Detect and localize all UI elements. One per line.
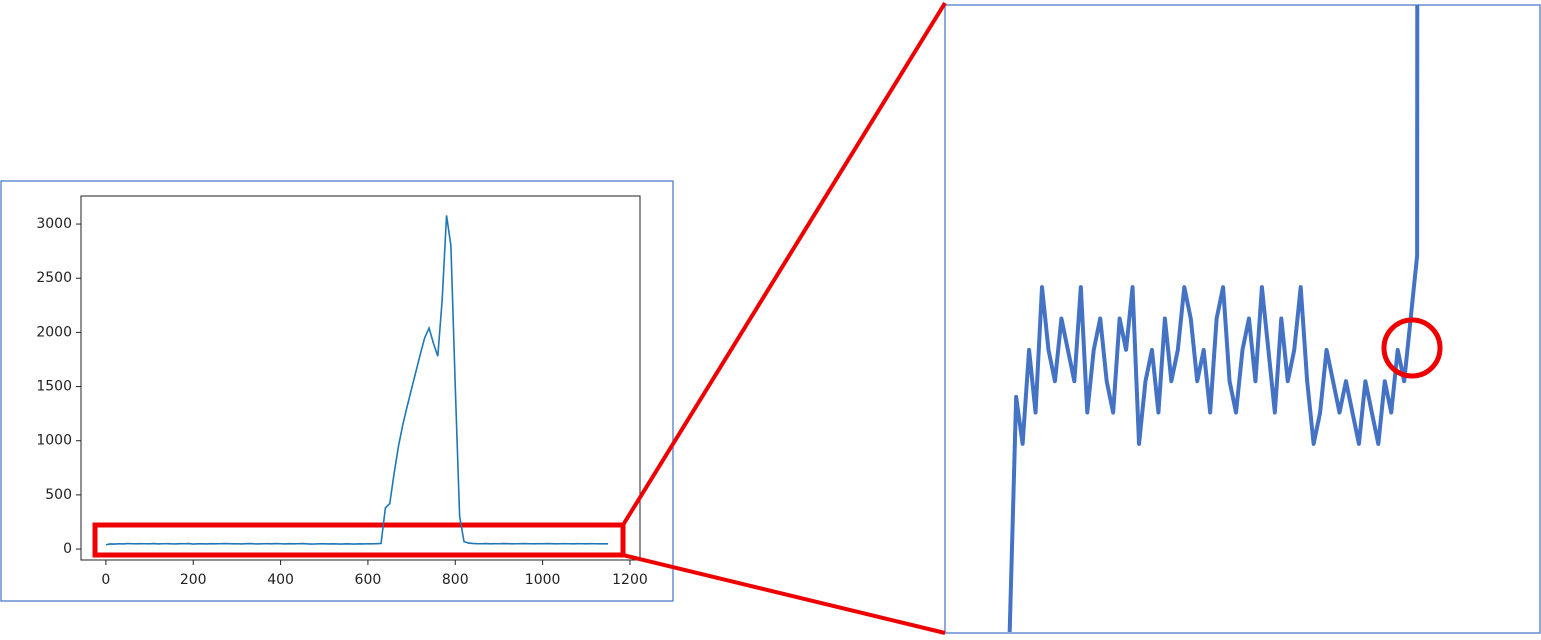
highlight-circle [1381, 317, 1443, 379]
zoom-panel [1007, 5, 1420, 633]
x-tick-label: 800 [442, 572, 469, 588]
x-tick-label: 1000 [525, 572, 561, 588]
y-tick-label: 3000 [36, 216, 72, 232]
y-tick-label: 2000 [36, 324, 72, 340]
x-tick-label: 200 [180, 572, 207, 588]
left-frame [0, 180, 674, 602]
y-tick-label: 0 [63, 541, 72, 557]
x-tick-label: 600 [355, 572, 382, 588]
zoom-frame [944, 4, 1541, 634]
zoom-connector [621, 1, 947, 527]
x-tick-label: 400 [267, 572, 294, 588]
data-line [105, 215, 609, 546]
x-tick-label: 1200 [612, 572, 648, 588]
zoom-box [92, 522, 626, 558]
zoom-connector [622, 553, 946, 635]
plot-area [80, 195, 641, 561]
y-tick-label: 1500 [36, 379, 72, 395]
zoom-line [1007, 5, 1420, 633]
x-tick-label: 0 [101, 572, 110, 588]
y-tick-label: 500 [45, 487, 72, 503]
y-tick-label: 1000 [36, 433, 72, 449]
y-tick-label: 2500 [36, 270, 72, 286]
